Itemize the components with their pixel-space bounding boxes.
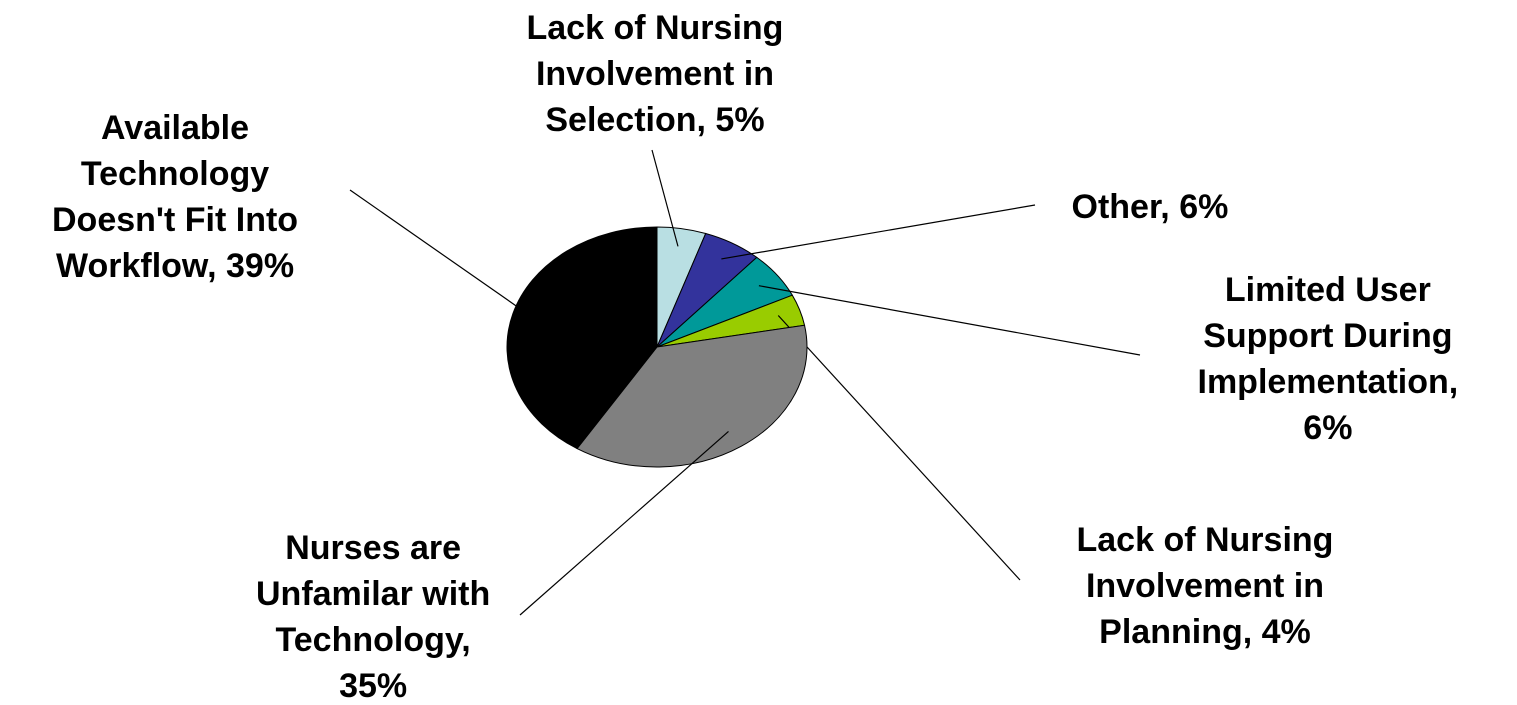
leader-line — [777, 315, 1021, 581]
slice-label: Nurses are Unfamilar with Technology, 35… — [256, 529, 491, 705]
leader-line — [349, 189, 535, 320]
pie-slice — [506, 226, 658, 450]
slice-label: Lack of Nursing Involvement in Selection… — [526, 9, 784, 139]
leader-line — [758, 285, 1141, 356]
slice-label: Available Technology Doesn't Fit Into Wo… — [52, 109, 299, 285]
leader-line — [721, 204, 1036, 260]
slice-label: Lack of Nursing Involvement in Planning,… — [1076, 521, 1334, 651]
pie-slice — [576, 324, 808, 468]
leader-line — [519, 431, 729, 616]
slice-label: Other, 6% — [1071, 188, 1229, 226]
leader-line — [651, 149, 679, 247]
slice-label: Limited User Support During Implementati… — [1197, 271, 1459, 447]
